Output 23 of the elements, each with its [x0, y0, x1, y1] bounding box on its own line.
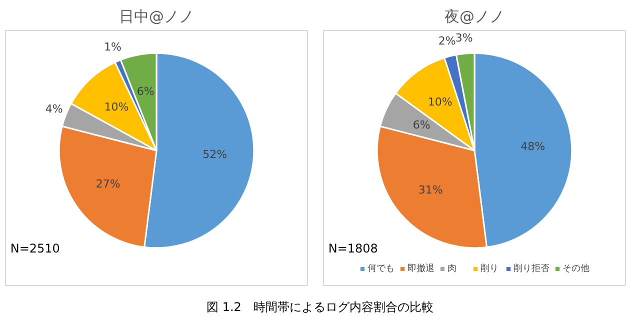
- data-label: 1%: [104, 40, 122, 54]
- data-label: 10%: [104, 100, 129, 114]
- text: N=2510: [10, 242, 60, 256]
- legend-label: 何でも: [368, 263, 394, 275]
- text: N=1808: [328, 242, 378, 256]
- legend-label: 削り: [480, 262, 500, 275]
- data-label: 4%: [45, 102, 63, 116]
- data-label: 31%: [418, 184, 443, 197]
- data-label: 3%: [455, 32, 473, 44]
- data-label: 6%: [412, 118, 430, 132]
- legend-label: その他: [562, 262, 590, 275]
- caption: 図 1.2 時間帯によるログ内容割合の比較: [206, 299, 434, 316]
- chart-title: 日中@ノノ: [119, 8, 194, 26]
- legend-label: 肉: [448, 262, 458, 275]
- data-label: 6%: [136, 85, 154, 98]
- legend-label: 削り拒否: [514, 262, 550, 275]
- legend-label: 即撤退: [408, 262, 434, 275]
- chart-title: 夜@ノノ: [444, 8, 504, 26]
- data-label: 10%: [428, 95, 452, 108]
- data-label: 52%: [202, 148, 228, 161]
- data-label: 48%: [520, 140, 546, 154]
- data-label: 2%: [438, 34, 456, 48]
- data-label: 27%: [96, 178, 120, 191]
